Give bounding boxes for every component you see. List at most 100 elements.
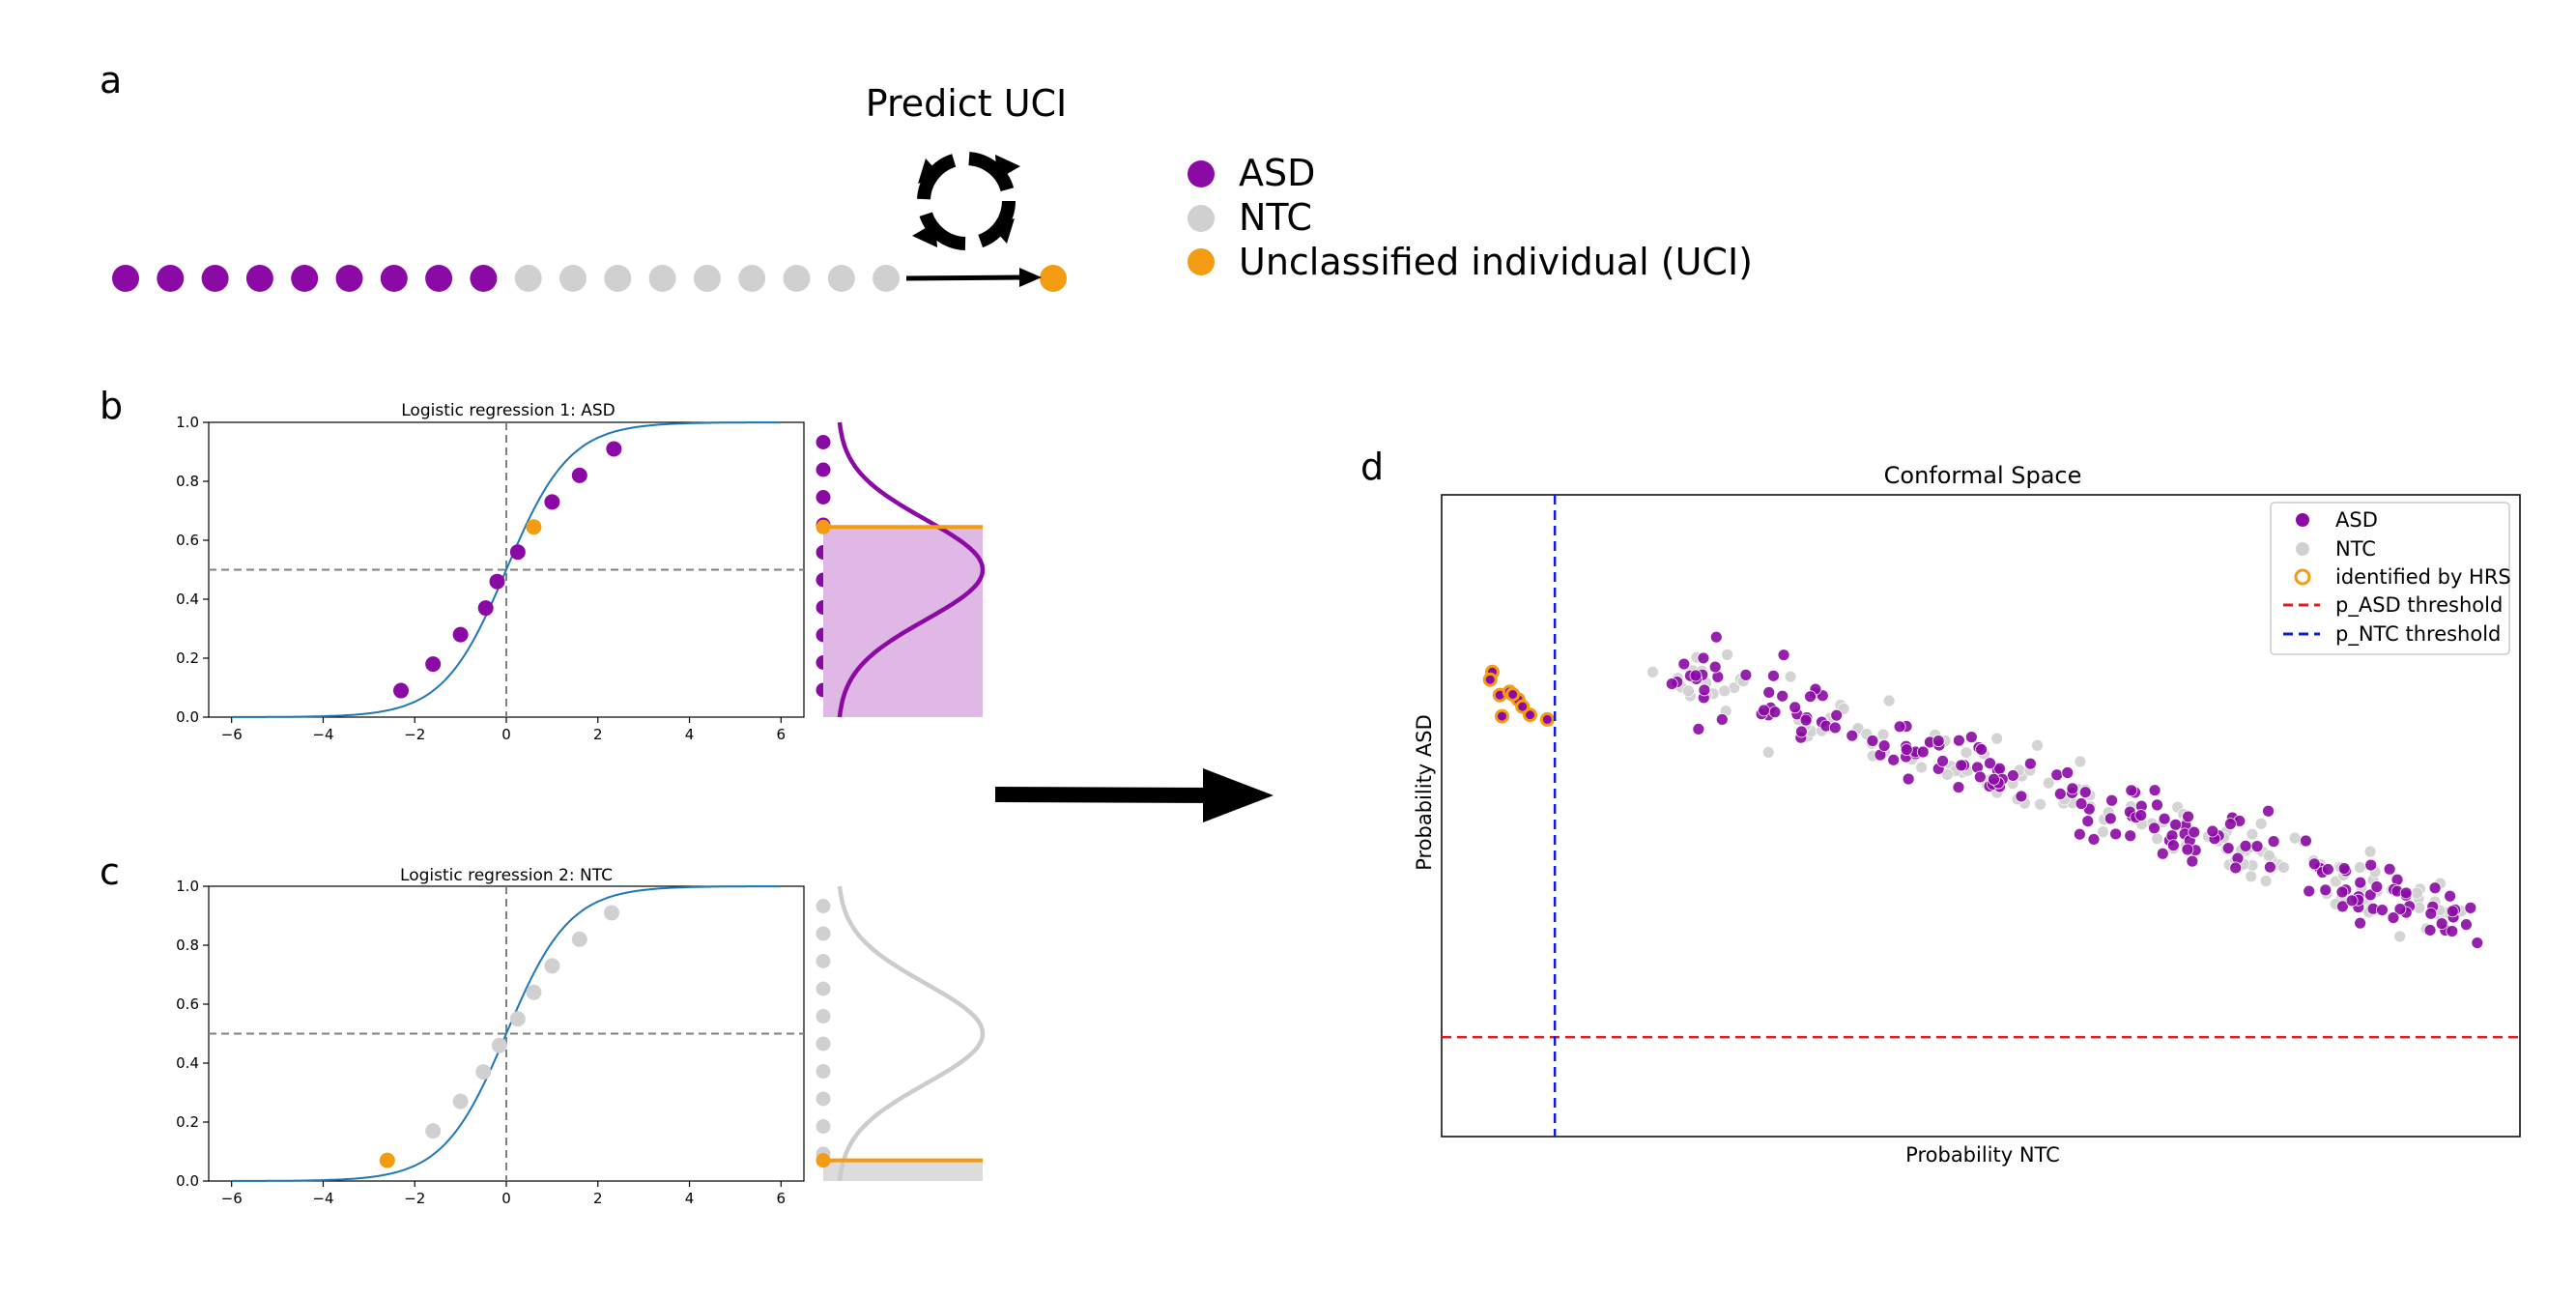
y-tick-label: 1.0 — [176, 878, 199, 895]
asd-point — [1698, 683, 1711, 697]
panel-c-title: Logistic regression 2: NTC — [400, 866, 613, 885]
asd-point — [1776, 689, 1789, 703]
density-label-dot — [816, 1091, 831, 1107]
ntc-point — [1718, 684, 1732, 698]
panel-b-plot: −6 −4 −2 0 2 4 6 0.0 0.2 0.4 0.6 0.8 1.0 — [176, 414, 805, 743]
asd-point — [2053, 788, 2067, 800]
asd-point — [2383, 862, 2396, 876]
asd-point — [2319, 883, 2333, 897]
legend-asd-marker — [2296, 513, 2309, 527]
asd-point — [2307, 857, 2321, 871]
row-ntc-dot — [738, 265, 766, 292]
asd-point — [2166, 839, 2180, 852]
x-tick-label: −6 — [221, 726, 243, 743]
panel-d-letter: d — [1360, 446, 1384, 488]
asd-point — [2087, 833, 2101, 846]
asd-point — [1762, 686, 1776, 699]
ntc-point — [2097, 825, 2109, 839]
ntc-point — [1721, 648, 1734, 661]
legend-asd-label: ASD — [2335, 508, 2378, 532]
asd-point — [489, 573, 505, 590]
row-asd-dot — [245, 265, 273, 292]
panel-c: c Logistic regression 2: NTC −6 −4 −2 0 2 4 6 0… — [100, 850, 986, 1207]
asd-point — [2206, 824, 2219, 838]
asd-point — [1866, 735, 1879, 747]
refresh-cycle-icon — [912, 152, 1020, 250]
panel-b: b Logistic regression 1: ASD −6 −4 −2 0 2 4 6 0… — [100, 385, 986, 743]
asd-point — [2321, 863, 2334, 876]
asd-point — [1916, 745, 1930, 759]
asd-point — [1739, 668, 1753, 681]
asd-point — [2336, 900, 2349, 913]
row-asd-dot — [201, 265, 229, 292]
x-tick-label: 6 — [777, 726, 787, 743]
density-curve — [837, 885, 986, 1182]
asd-point — [2239, 839, 2252, 852]
ntc-point — [425, 1123, 442, 1139]
row-ntc-dot — [559, 265, 587, 292]
row-ntc-dot — [783, 265, 811, 292]
y-tick-label: 0.2 — [176, 1113, 199, 1131]
ntc-point — [2410, 886, 2423, 900]
density-label-dot — [816, 899, 831, 913]
asd-point — [2186, 854, 2199, 868]
ntc-point — [544, 958, 560, 974]
legend-frame — [2270, 502, 2510, 655]
ntc-point — [2263, 849, 2275, 862]
panel-d-ylabel: Probability ASD — [1413, 714, 1436, 871]
panel-a-sample-row — [112, 265, 1067, 292]
asd-point — [2075, 797, 2088, 810]
ntc-point — [2259, 875, 2273, 887]
row-ntc-dot — [514, 265, 542, 292]
asd-point — [2023, 757, 2037, 770]
panel-a-legend: ASD NTC Unclassified individual (UCI) — [1188, 152, 1753, 283]
y-tick-label: 0.4 — [176, 1054, 199, 1072]
asd-point — [2300, 834, 2312, 848]
predict-arrow-head — [1019, 268, 1042, 287]
x-tick-label: 2 — [593, 726, 603, 743]
density-label-dot — [816, 490, 831, 504]
asd-point — [1768, 706, 1782, 719]
ntc-point — [509, 1011, 526, 1027]
asd-point — [1799, 713, 1813, 727]
y-tick-label: 0.0 — [176, 708, 199, 726]
asd-point — [1900, 743, 1913, 756]
asd-point — [2446, 905, 2459, 918]
ntc-point — [452, 1093, 469, 1110]
flow-arrow-head — [1203, 768, 1274, 822]
density-label-dot — [816, 1064, 831, 1079]
y-tick-label: 0.2 — [176, 649, 199, 667]
x-tick-label: −2 — [404, 726, 425, 743]
asd-point — [2387, 911, 2400, 924]
ntc-point — [1915, 761, 1929, 774]
x-tick-label: 4 — [685, 726, 695, 743]
x-tick-label: −2 — [404, 1190, 425, 1207]
asd-point — [2345, 894, 2359, 908]
asd-point — [2335, 885, 2349, 899]
uci-point — [379, 1152, 395, 1168]
asd-point — [452, 626, 469, 643]
ntc-point — [475, 1064, 492, 1081]
panel-a-title: Predict UCI — [866, 82, 1068, 125]
ntc-point — [1990, 732, 2004, 745]
ntc-point — [2151, 832, 2163, 846]
predict-arrow — [905, 274, 1025, 281]
asd-point — [544, 494, 560, 510]
x-tick-label: 0 — [501, 726, 511, 743]
y-tick-label: 0.6 — [176, 995, 199, 1013]
panel-a-letter: a — [100, 59, 122, 101]
plot-frame — [1441, 494, 2521, 1138]
row-asd-dot — [112, 265, 139, 292]
density-label-dot — [816, 926, 831, 941]
ntc-point — [1682, 684, 1695, 698]
asd-point — [2370, 880, 2384, 893]
asd-point — [1804, 690, 1817, 704]
asd-point — [1665, 677, 1678, 690]
asd-point — [1789, 701, 1802, 714]
asd-point — [2337, 862, 2351, 876]
asd-point — [2061, 766, 2075, 779]
panel-b-title: Logistic regression 1: ASD — [401, 401, 615, 420]
logistic-curve — [231, 885, 782, 1182]
asd-point — [1936, 755, 1949, 767]
